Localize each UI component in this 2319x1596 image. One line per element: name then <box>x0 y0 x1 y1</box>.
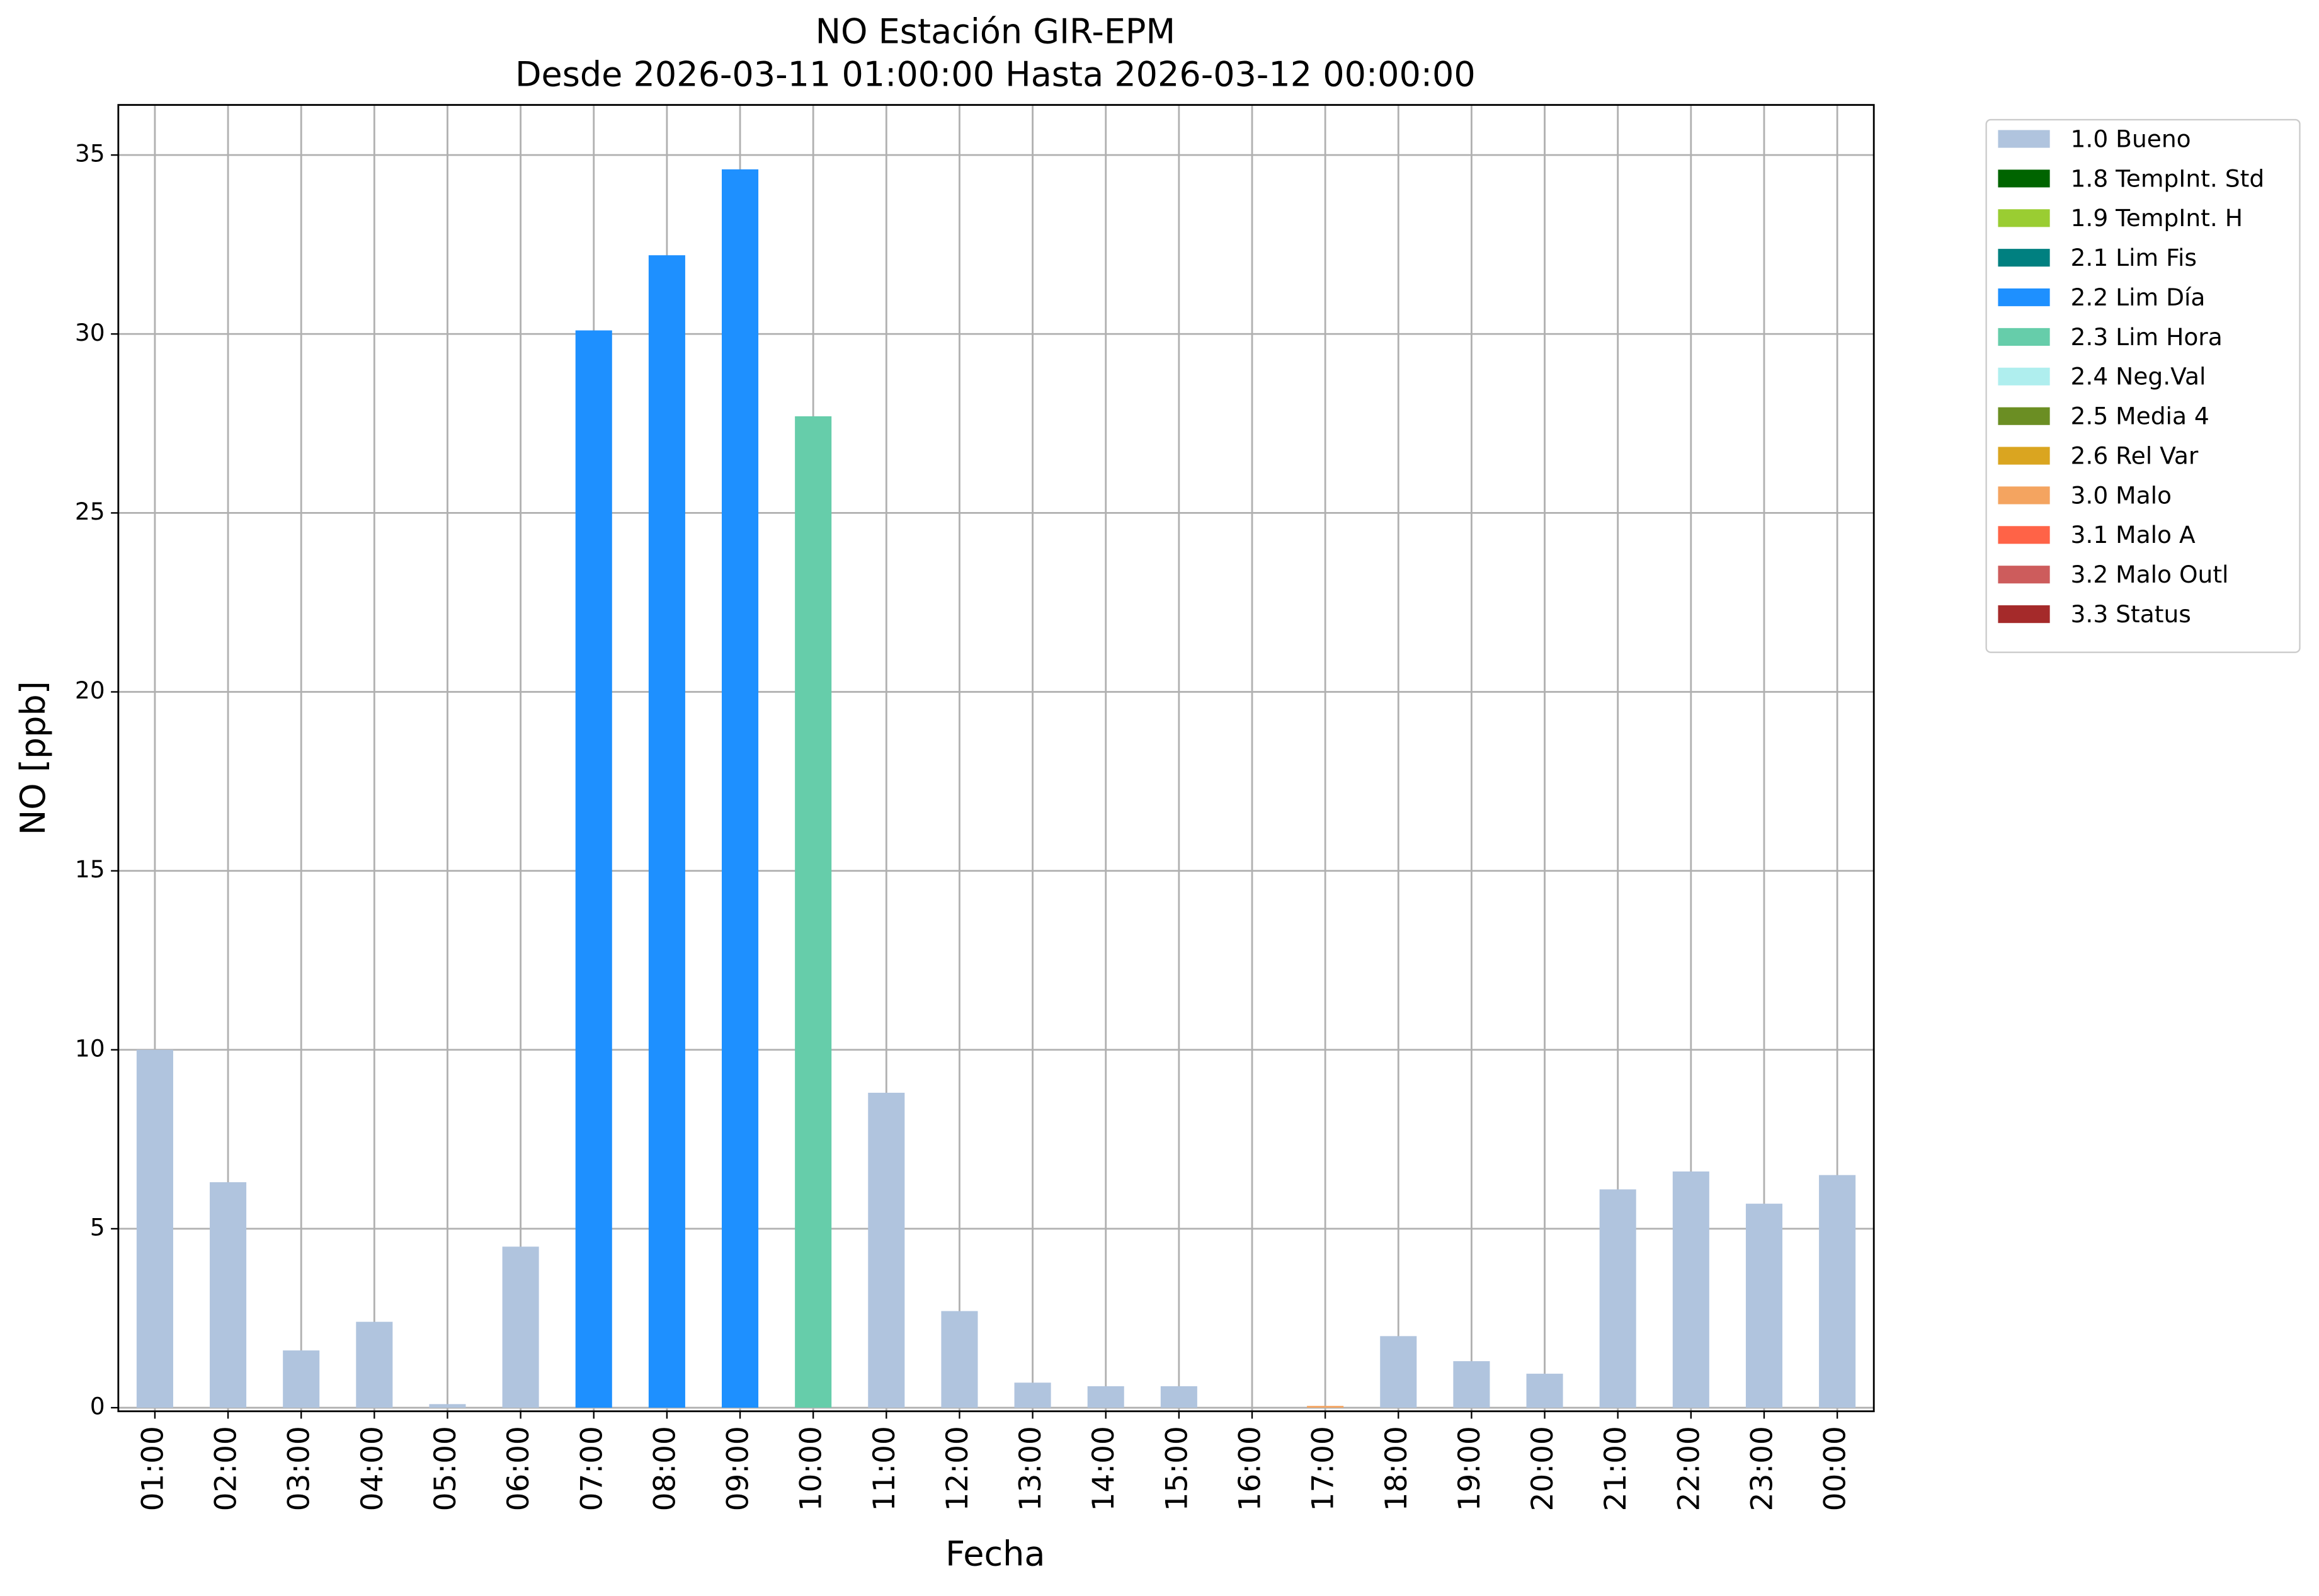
y-tick-label: 30 <box>75 319 105 346</box>
legend-swatch <box>1998 566 2050 584</box>
x-tick-label: 10:00 <box>794 1426 829 1511</box>
bar <box>356 1321 393 1408</box>
x-tick-label: 01:00 <box>135 1426 170 1511</box>
legend-swatch <box>1998 486 2050 504</box>
bar <box>722 169 759 1408</box>
bar <box>136 1049 173 1408</box>
x-tick-label: 12:00 <box>940 1426 975 1511</box>
legend-label: 1.8 TempInt. Std <box>2071 164 2265 192</box>
legend-swatch <box>1998 367 2050 385</box>
x-tick-label: 17:00 <box>1306 1426 1341 1511</box>
y-tick-label: 35 <box>75 140 105 168</box>
bar <box>210 1182 247 1408</box>
bar <box>1672 1171 1709 1408</box>
bar <box>1160 1386 1197 1408</box>
chart-title: NO Estación GIR-EPM <box>816 12 1175 52</box>
bar <box>575 330 612 1408</box>
bar <box>1526 1374 1563 1408</box>
x-tick-label: 21:00 <box>1598 1426 1633 1511</box>
x-tick-label: 08:00 <box>647 1426 682 1511</box>
legend-label: 3.1 Malo A <box>2071 521 2196 549</box>
x-tick-label: 09:00 <box>721 1426 756 1511</box>
x-tick-label: 22:00 <box>1672 1426 1706 1511</box>
bar <box>1380 1336 1417 1408</box>
legend-label: 2.5 Media 4 <box>2071 402 2209 430</box>
legend-label: 2.6 Rel Var <box>2071 442 2199 469</box>
x-tick-label: 13:00 <box>1013 1426 1048 1511</box>
y-tick-label: 5 <box>90 1213 105 1241</box>
bar <box>1014 1382 1051 1408</box>
x-tick-label: 19:00 <box>1452 1426 1487 1511</box>
legend-label: 2.1 Lim Fis <box>2071 244 2197 271</box>
legend-swatch <box>1998 605 2050 624</box>
bar <box>795 416 832 1408</box>
legend-swatch <box>1998 407 2050 425</box>
legend-label: 2.2 Lim Día <box>2071 283 2206 311</box>
legend-swatch <box>1998 169 2050 188</box>
y-tick-label: 15 <box>75 855 105 883</box>
bar <box>648 255 685 1408</box>
plot-frame <box>117 104 1875 1413</box>
y-tick-label: 0 <box>90 1393 105 1420</box>
bar <box>1599 1189 1636 1408</box>
legend-box <box>1985 118 2301 653</box>
bar <box>1819 1175 1856 1408</box>
y-tick-label: 20 <box>75 676 105 704</box>
legend-label: 3.2 Malo Outl <box>2071 561 2229 588</box>
bar <box>429 1404 466 1408</box>
legend-swatch <box>1998 526 2050 544</box>
x-tick-label: 14:00 <box>1086 1426 1121 1511</box>
legend-label: 1.0 Bueno <box>2071 125 2191 152</box>
x-tick-label: 11:00 <box>867 1426 902 1511</box>
legend-swatch <box>1998 130 2050 148</box>
legend-label: 3.0 Malo <box>2071 481 2172 509</box>
x-tick-label: 07:00 <box>574 1426 609 1511</box>
bar <box>1745 1204 1783 1408</box>
y-axis-title: NO [ppb] <box>13 681 53 835</box>
x-tick-label: 18:00 <box>1379 1426 1414 1511</box>
legend-swatch <box>1998 447 2050 465</box>
legend-label: 1.9 TempInt. H <box>2071 204 2243 232</box>
bar <box>941 1311 978 1408</box>
x-tick-label: 04:00 <box>355 1426 390 1511</box>
x-axis-title: Fecha <box>945 1534 1045 1573</box>
bar <box>1307 1406 1344 1408</box>
chart-subtitle: Desde 2026-03-11 01:00:00 Hasta 2026-03-… <box>515 55 1476 94</box>
bar <box>868 1092 905 1408</box>
x-tick-label: 20:00 <box>1525 1426 1560 1511</box>
y-tick-label: 25 <box>75 498 105 525</box>
x-tick-label: 06:00 <box>501 1426 536 1511</box>
x-tick-label: 03:00 <box>282 1426 317 1511</box>
bar <box>283 1350 320 1408</box>
x-tick-label: 23:00 <box>1745 1426 1779 1511</box>
x-tick-label: 05:00 <box>428 1426 463 1511</box>
bar <box>1453 1361 1490 1408</box>
x-tick-label: 02:00 <box>209 1426 244 1511</box>
legend-label: 2.3 Lim Hora <box>2071 323 2223 351</box>
y-tick-label: 10 <box>75 1034 105 1062</box>
legend-swatch <box>1998 328 2050 346</box>
bar <box>502 1246 539 1408</box>
legend-swatch <box>1998 288 2050 307</box>
x-tick-label: 16:00 <box>1233 1426 1267 1511</box>
bar <box>1087 1386 1124 1408</box>
x-tick-label: 15:00 <box>1160 1426 1194 1511</box>
legend-swatch <box>1998 209 2050 227</box>
legend-label: 2.4 Neg.Val <box>2071 363 2206 390</box>
legend-label: 3.3 Status <box>2071 600 2191 628</box>
legend-swatch <box>1998 249 2050 267</box>
x-tick-label: 00:00 <box>1818 1426 1853 1511</box>
